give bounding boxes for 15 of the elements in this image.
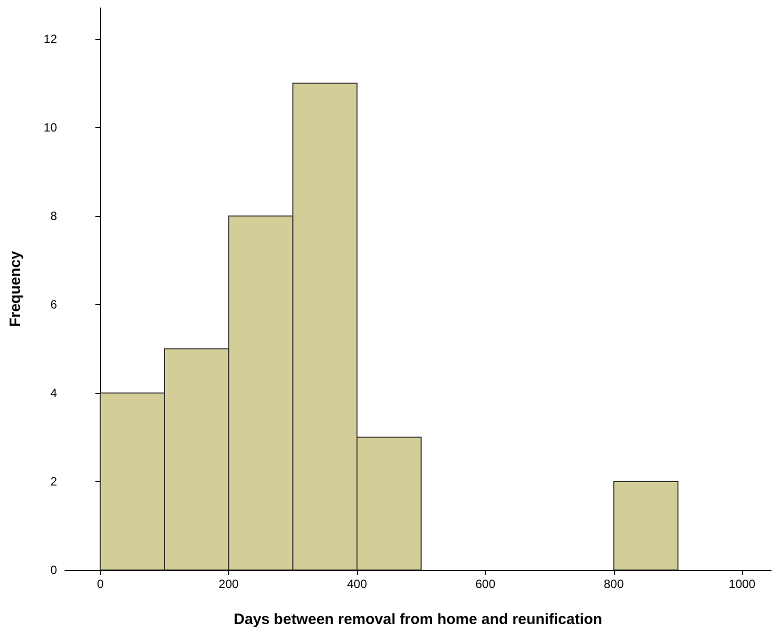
y-axis-title: Frequency xyxy=(7,250,24,327)
y-tick-label: 4 xyxy=(50,386,58,400)
y-tick-label: 12 xyxy=(44,32,58,46)
y-tick-label: 8 xyxy=(50,208,58,223)
x-tick-label: 200 xyxy=(218,577,239,591)
x-tick-label: 400 xyxy=(347,577,368,591)
x-axis-title: Days between removal from home and reunification xyxy=(234,611,602,628)
x-tick-label: 800 xyxy=(604,577,624,591)
y-tick-label: 10 xyxy=(44,120,58,134)
x-tick-label: 600 xyxy=(475,577,496,591)
y-tick-label: 6 xyxy=(50,297,58,312)
x-tick-label: 0 xyxy=(96,577,104,591)
y-tick-label: 0 xyxy=(50,563,58,577)
y-tick-label: 2 xyxy=(50,474,58,488)
x-tick-label: 1000 xyxy=(728,577,756,591)
